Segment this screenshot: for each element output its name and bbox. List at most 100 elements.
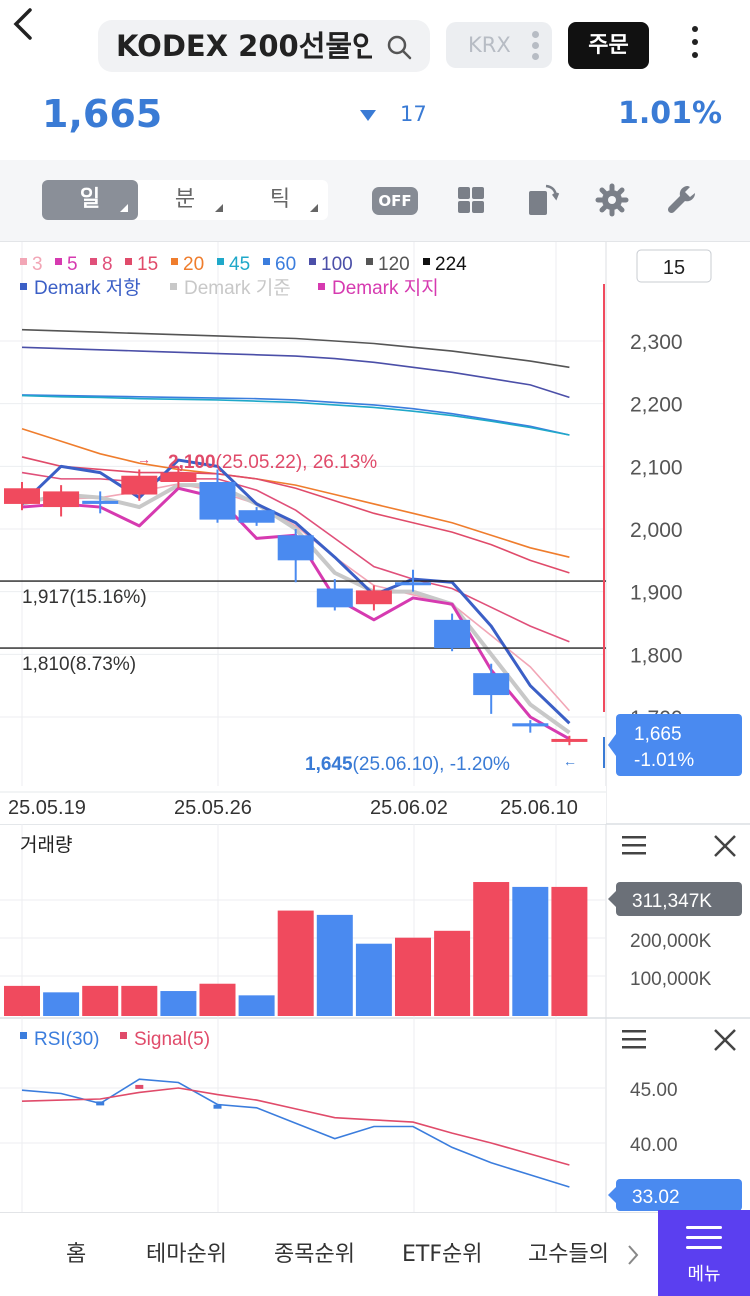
candle-body [82, 500, 119, 504]
volume-last-badge [616, 882, 742, 916]
candle-body [551, 738, 588, 742]
close-stroke [714, 1029, 736, 1051]
date-tick-label: 25.05.19 [8, 797, 86, 819]
ma-legend-label: 100 [321, 254, 353, 275]
ma-legend-label: 20 [183, 254, 204, 275]
grid-layout-icon[interactable] [453, 182, 489, 218]
candle-body [238, 510, 275, 523]
hamburger-bar [622, 1038, 646, 1041]
rsi-marker [213, 1104, 222, 1109]
period-tab-tick[interactable]: 틱 [232, 180, 328, 220]
moving-average-line [21, 346, 570, 399]
volume-bar [316, 914, 353, 1016]
down-triangle-icon [360, 110, 376, 121]
demark-line [20, 458, 571, 725]
rsi-legend-label: Signal(5) [134, 1029, 210, 1050]
volume-tick-label: 100,000K [630, 969, 712, 990]
ma-legend-swatch [90, 258, 97, 265]
rsi-menu-hamburger-icon [622, 1030, 646, 1049]
rsi-marker [96, 1101, 105, 1106]
hamburger-bar [622, 844, 646, 847]
search-icon[interactable] [386, 34, 412, 60]
moving-average-line [21, 328, 570, 369]
last-price-badge [616, 714, 742, 776]
indicator-off-toggle[interactable]: OFF [372, 187, 418, 215]
search-text: KODEX 200선물인버 [116, 29, 372, 63]
demark-legend-label: Demark 기준 [184, 277, 291, 299]
search-input[interactable]: KODEX 200선물인버 [98, 20, 430, 72]
ma-legend-swatch [20, 258, 27, 265]
ma-legend-swatch [366, 258, 373, 265]
price-tick-label: 2,000 [630, 519, 683, 542]
back-chevron-icon[interactable] [0, 0, 48, 52]
menu-button[interactable]: 메뉴 [658, 1210, 750, 1296]
order-button[interactable]: 주문 [568, 22, 649, 69]
moving-average-line [21, 483, 570, 712]
hamburger-bar [622, 852, 646, 855]
volume-bar [4, 985, 40, 1016]
period-tab-day[interactable]: 일 [42, 180, 138, 220]
wrench-icon[interactable] [664, 182, 700, 218]
period-tab-minute[interactable]: 분 [137, 180, 233, 220]
nav-item-home[interactable]: 홈 [66, 1242, 87, 1267]
level-label: 1,810(8.73%) [22, 654, 136, 675]
price-tick-label: 2,300 [630, 331, 683, 354]
price-change: 17 [400, 102, 427, 126]
ma-legend-swatch [55, 258, 62, 265]
moving-average-line [21, 394, 570, 436]
rsi-legend-label: RSI(30) [34, 1029, 99, 1050]
nav-item-theme-rank[interactable]: 테마순위 [146, 1242, 227, 1267]
ma-legend-label: 5 [67, 254, 78, 275]
candle-body [43, 491, 80, 508]
volume-bar [160, 991, 197, 1016]
price-tick-label: 1,800 [630, 644, 683, 667]
ma-legend-swatch [423, 258, 430, 265]
volume-bar [43, 992, 80, 1016]
volume-bar [277, 910, 314, 1016]
volume-bar [395, 937, 431, 1016]
price-chart[interactable]: 2,3002,2002,1002,0001,9001,8001,70025.05… [0, 242, 750, 1212]
period-tab-label: 일 [79, 187, 101, 212]
nav-item-experts[interactable]: 고수들의 [528, 1242, 609, 1267]
chevron-right-icon[interactable] [626, 1243, 640, 1267]
ma-legend-label: 60 [275, 254, 296, 275]
menu-label: 메뉴 [687, 1264, 721, 1285]
price-tick-label: 2,200 [630, 394, 683, 417]
low-annotation: 1,645(25.06.10), -1.20% [305, 754, 510, 775]
ma-legend-label: 45 [229, 254, 250, 275]
demark-legend-swatch [20, 283, 27, 290]
candle-body [199, 482, 236, 520]
period-count-value: 15 [663, 257, 685, 279]
ma-legend-swatch [309, 258, 316, 265]
demark-legend-label: Demark 저항 [34, 277, 141, 299]
exchange-select[interactable]: KRX [446, 22, 552, 68]
bottom-navigation: 홈 테마순위 종목순위 ETF순위 고수들의 [0, 1212, 750, 1296]
rsi-last-badge [616, 1179, 742, 1211]
period-tab-label: 틱 [269, 187, 291, 212]
ma-legend-label: 224 [435, 254, 467, 275]
rsi-series-line [21, 1087, 570, 1166]
low-arrow-icon: ← [563, 753, 577, 769]
candle-body [512, 723, 549, 727]
price-tick-label: 2,100 [630, 456, 683, 479]
volume-last-pointer [608, 891, 616, 907]
candle-body [473, 673, 510, 696]
candle-body [355, 590, 392, 605]
exchange-label: KRX [468, 33, 511, 57]
nav-item-stock-rank[interactable]: 종목순위 [274, 1242, 355, 1267]
nav-item-etf-rank[interactable]: ETF순위 [402, 1242, 483, 1267]
hamburger-bar [622, 1046, 646, 1049]
rotate-screen-icon[interactable] [524, 182, 560, 218]
period-selector: 일 분 틱 [42, 180, 328, 220]
more-vertical-icon[interactable] [684, 26, 706, 66]
candle-body [121, 475, 158, 495]
volume-bar [551, 886, 588, 1016]
settings-gear-icon[interactable] [594, 182, 630, 218]
ma-legend-label: 8 [102, 254, 113, 275]
date-tick-label: 25.06.02 [370, 797, 448, 819]
candle-body [316, 588, 353, 608]
rsi-legend-swatch [20, 1032, 27, 1039]
ma-legend-label: 120 [378, 254, 410, 275]
ma-legend-swatch [171, 258, 178, 265]
